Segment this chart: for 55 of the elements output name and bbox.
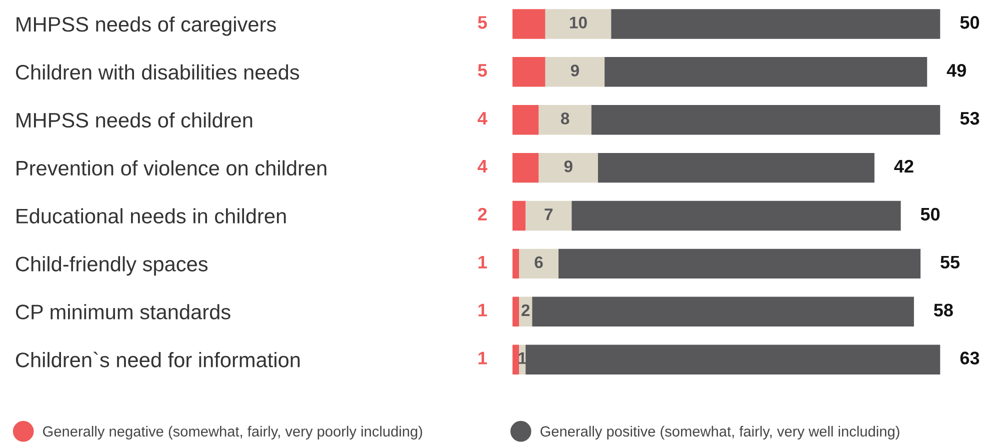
data-label: 1 (478, 304, 487, 316)
y-tick-label: MHPSS needs of caregivers (16, 16, 276, 36)
bar (526, 200, 572, 231)
bar (512, 152, 539, 183)
data-label: 2 (522, 304, 530, 316)
bar (538, 105, 592, 135)
data-label: 4 (478, 160, 488, 172)
data-label: 53 (960, 112, 980, 125)
bar (545, 57, 605, 87)
y-tick-label: Children`s need for information (16, 352, 300, 368)
bar (611, 9, 940, 39)
data-label: 58 (934, 304, 953, 316)
bar (591, 105, 940, 135)
bar (532, 296, 914, 327)
bar (598, 152, 874, 183)
y-tick-label: CP minimum standards (16, 304, 230, 320)
data-label: 5 (478, 16, 487, 29)
data-label: 7 (544, 208, 553, 220)
data-label: 63 (960, 352, 980, 364)
data-label: 50 (920, 208, 940, 221)
bar (512, 248, 520, 279)
y-tick-label: Prevention of violence on children (16, 160, 326, 176)
bar (512, 57, 546, 87)
bar (512, 296, 520, 327)
bar (526, 344, 940, 374)
bar (519, 248, 558, 279)
data-label: 5 (478, 64, 487, 77)
data-label: 1 (478, 352, 487, 364)
y-tick-label: Educational needs in children (16, 208, 286, 224)
data-label: 6 (534, 256, 543, 268)
data-label: 55 (940, 256, 960, 269)
bar (512, 105, 539, 135)
y-tick-label: Children with disabilities needs (16, 64, 300, 80)
bar (572, 200, 901, 231)
bar (512, 9, 546, 39)
y-tick-label: Child-friendly spaces (16, 256, 208, 276)
legend-label: Generally negative (somewhat, fairly, very poorly including) (43, 426, 422, 440)
bar (604, 57, 928, 87)
bar (512, 200, 526, 231)
bar (512, 344, 520, 374)
data-label: 2 (478, 208, 487, 220)
data-label: 8 (560, 112, 570, 124)
data-label: 1 (478, 256, 487, 268)
legend-label: Generally positive (somewhat, fairly, very well including) (540, 426, 900, 440)
data-label: 9 (570, 64, 579, 76)
bar (558, 248, 921, 279)
data-label: 49 (946, 64, 966, 77)
y-tick-label: MHPSS needs of children (16, 112, 252, 128)
data-label: 42 (894, 160, 914, 172)
data-label: 10 (570, 16, 587, 28)
data-label: 50 (960, 16, 980, 29)
bar (545, 9, 612, 39)
bar (538, 152, 598, 183)
data-label: 9 (564, 160, 572, 172)
data-label: 4 (478, 112, 488, 125)
